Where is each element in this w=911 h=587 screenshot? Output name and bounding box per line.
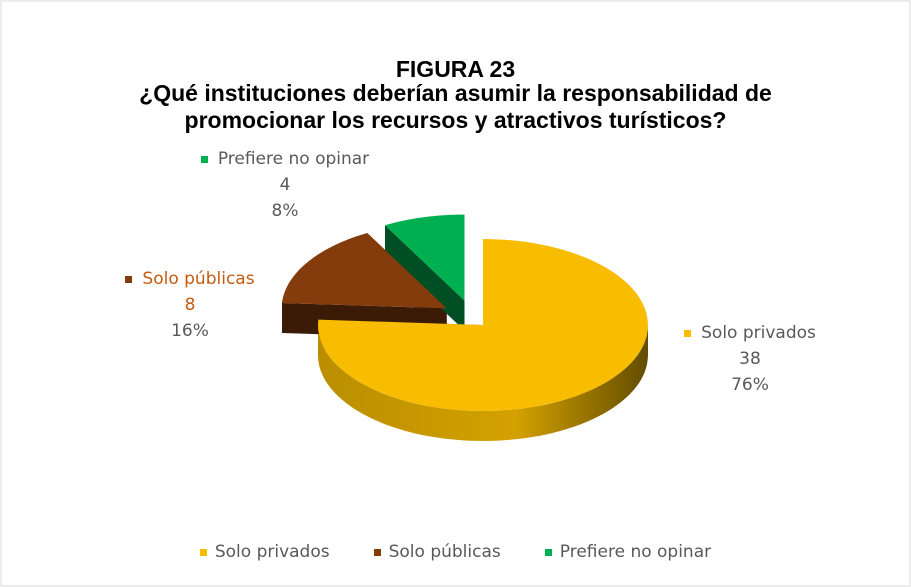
legend-label: Solo públicas (388, 542, 501, 562)
label-marker (200, 155, 208, 163)
legend: Solo privados Solo públicas Prefiere no op… (0, 542, 911, 562)
label-percentage: 76% (731, 375, 769, 395)
data-label: Solo privados 38 76% (660, 320, 840, 398)
slice-rim (318, 325, 648, 441)
slice (385, 214, 465, 301)
legend-marker (373, 548, 381, 556)
slice-wall (385, 225, 465, 331)
legend-marker (544, 548, 552, 556)
label-percentage: 8% (271, 201, 299, 221)
label-name: Solo privados (701, 323, 816, 343)
label-value: 4 (279, 175, 291, 195)
slice (282, 233, 447, 309)
chart-title: FIGURA 23 (395, 56, 516, 82)
label-percentage: 16% (171, 321, 209, 341)
label-marker (684, 329, 692, 337)
label-name-line: Prefiere no opinar (190, 146, 380, 172)
slice (318, 239, 648, 411)
label-marker (125, 275, 133, 283)
label-name-line: Solo públicas (105, 266, 275, 292)
data-label: Prefiere no opinar 4 8% (190, 146, 380, 224)
label-value: 8 (184, 295, 196, 315)
label-value: 38 (739, 349, 761, 369)
legend-label: Solo privados (214, 542, 330, 562)
chart-subtitle: ¿Qué instituciones deberían asumir la re… (139, 80, 772, 133)
label-name-line: Solo privados (660, 320, 840, 346)
label-name: Solo públicas (142, 269, 255, 289)
legend-item: Solo públicas (373, 542, 501, 562)
legend-item: Prefiere no opinar (544, 542, 712, 562)
label-name: Prefiere no opinar (217, 149, 370, 169)
data-label: Solo públicas 8 16% (105, 266, 275, 344)
legend-item: Solo privados (199, 542, 330, 562)
legend-marker (199, 548, 207, 556)
pie-tops (282, 214, 648, 411)
legend-label: Prefiere no opinar (559, 542, 712, 562)
